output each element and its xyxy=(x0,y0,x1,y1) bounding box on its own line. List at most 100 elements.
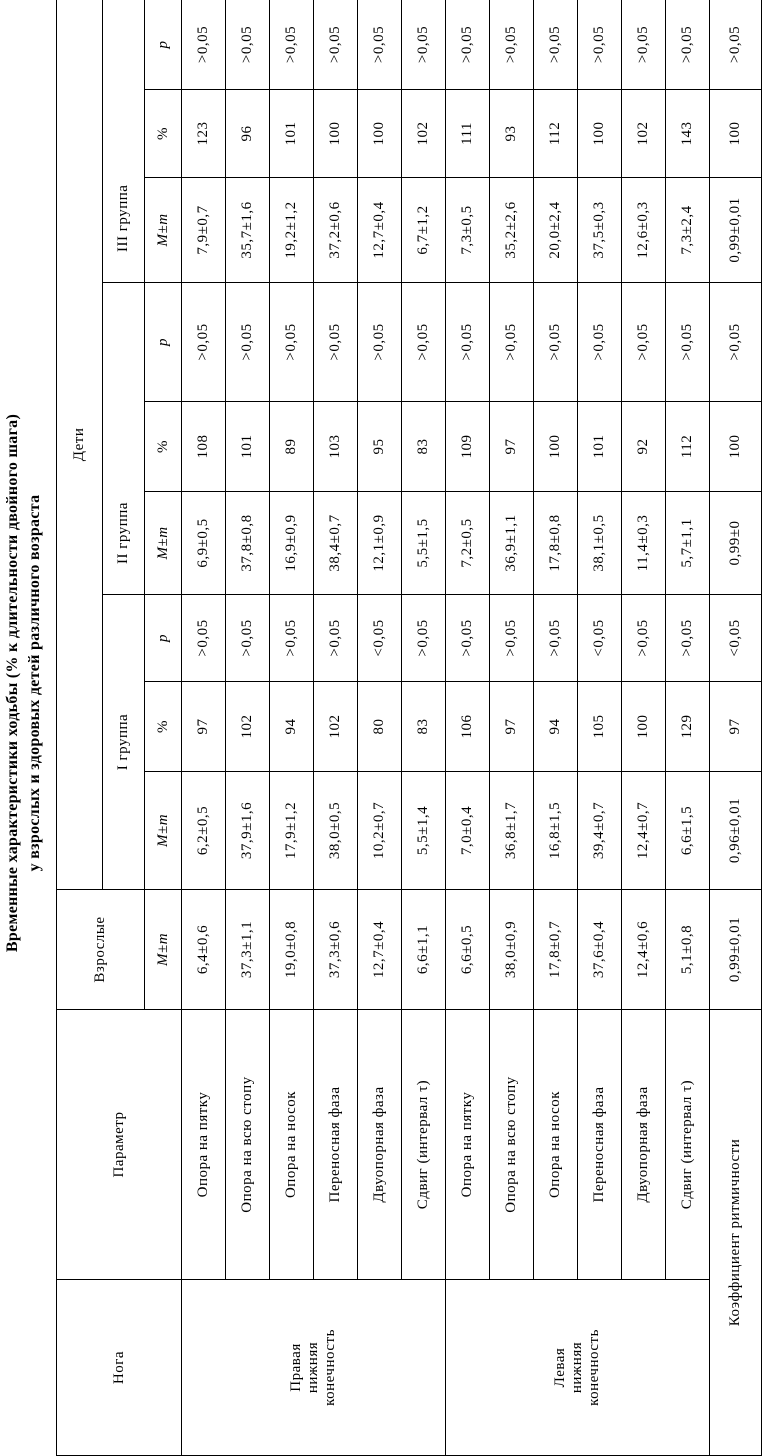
g1-p-cell: >0,05 xyxy=(181,594,226,682)
title-line-1: Временные характеристики ходьбы (% к дли… xyxy=(4,413,21,953)
g2-percent-cell: 92 xyxy=(621,401,666,492)
parameter-cell: Двуопорная фаза xyxy=(357,1009,402,1280)
g3-p-cell: >0,05 xyxy=(181,0,226,90)
g2-percent-cell: 95 xyxy=(357,401,402,492)
gait-table: Нога Параметр Взрослые Дети I группа II … xyxy=(56,0,762,1456)
header-row-1: Нога Параметр Взрослые Дети xyxy=(56,0,182,1456)
g1-p-cell: >0,05 xyxy=(269,594,314,682)
g1-p-cell: >0,05 xyxy=(489,594,534,682)
g3-percent-cell: 100 xyxy=(357,89,402,178)
g2-mean-cell: 11,4±0,3 xyxy=(621,491,666,595)
header-mean: M±m xyxy=(144,889,182,1010)
g3-p-cell: >0,05 xyxy=(313,0,358,90)
table-row: Коэффициент ритмичности 0,99±0,01 0,96±0,0… xyxy=(709,0,762,1456)
g2-mean-cell: 5,7±1,1 xyxy=(665,491,710,595)
g3-percent-cell: 93 xyxy=(489,89,534,178)
g3-p-cell: >0,05 xyxy=(225,0,270,90)
header-children: Дети xyxy=(56,0,103,890)
header-percent: % xyxy=(144,401,182,492)
g3-percent-cell: 101 xyxy=(269,89,314,178)
header-group-2: II группа xyxy=(102,282,145,595)
g1-percent-cell: 102 xyxy=(225,681,270,772)
g3-p-cell: >0,05 xyxy=(445,0,490,90)
g2-mean-cell: 5,5±1,5 xyxy=(401,491,446,595)
adult-mean-cell: 12,4±0,6 xyxy=(621,889,666,1010)
adult-mean-cell: 38,0±0,9 xyxy=(489,889,534,1010)
g1-p-cell: >0,05 xyxy=(665,594,710,682)
g1-mean-cell: 6,6±1,5 xyxy=(665,771,710,890)
g3-mean-cell: 35,7±1,6 xyxy=(225,177,270,283)
g3-p-cell: >0,05 xyxy=(269,0,314,90)
g1-p-cell: >0,05 xyxy=(401,594,446,682)
parameter-cell: Сдвиг (интервал τ) xyxy=(401,1009,446,1280)
adult-mean-cell: 17,8±0,7 xyxy=(533,889,578,1010)
g2-mean-cell: 16,9±0,9 xyxy=(269,491,314,595)
leg-cell: Правая нижняя конечность xyxy=(181,1279,446,1456)
g1-mean-cell: 17,9±1,2 xyxy=(269,771,314,890)
g1-mean-cell: 0,96±0,01 xyxy=(709,771,762,890)
header-group-1: I группа xyxy=(102,594,145,890)
parameter-cell: Опора на пятку xyxy=(181,1009,226,1280)
g1-mean-cell: 37,9±1,6 xyxy=(225,771,270,890)
table-row: Переносная фаза 37,6±0,4 39,4±0,7 105 <0,05 3… xyxy=(577,0,622,1456)
g3-mean-cell: 6,7±1,2 xyxy=(401,177,446,283)
table-row: Переносная фаза 37,3±0,6 38,0±0,5 102 >0,05 3… xyxy=(313,0,358,1456)
header-mean: M±m xyxy=(144,771,182,890)
g3-percent-cell: 111 xyxy=(445,89,490,178)
table-row: Сдвиг (интервал τ) 5,1±0,8 6,6±1,5 129 >0,05… xyxy=(665,0,710,1456)
g3-mean-cell: 7,3±0,5 xyxy=(445,177,490,283)
g1-percent-cell: 83 xyxy=(401,681,446,772)
g3-p-cell: >0,05 xyxy=(489,0,534,90)
table-row: Опора на всю стопу 38,0±0,9 36,8±1,7 97 >0,0… xyxy=(489,0,534,1456)
g2-mean-cell: 0,99±0 xyxy=(709,491,762,595)
header-mean: M±m xyxy=(144,491,182,595)
g1-percent-cell: 97 xyxy=(489,681,534,772)
g2-p-cell: >0,05 xyxy=(357,282,402,402)
header-adults: Взрослые xyxy=(56,889,145,1010)
g1-percent-cell: 106 xyxy=(445,681,490,772)
g2-p-cell: >0,05 xyxy=(225,282,270,402)
g2-p-cell: >0,05 xyxy=(621,282,666,402)
adult-mean-cell: 37,3±0,6 xyxy=(313,889,358,1010)
g1-p-cell: <0,05 xyxy=(577,594,622,682)
table-row: Сдвиг (интервал τ) 6,6±1,1 5,5±1,4 83 >0,05 5… xyxy=(401,0,446,1456)
header-mean: M±m xyxy=(144,177,182,283)
g3-percent-cell: 100 xyxy=(577,89,622,178)
adult-mean-cell: 37,6±0,4 xyxy=(577,889,622,1010)
g3-percent-cell: 102 xyxy=(401,89,446,178)
g2-percent-cell: 101 xyxy=(577,401,622,492)
g1-percent-cell: 97 xyxy=(709,681,762,772)
g2-percent-cell: 108 xyxy=(181,401,226,492)
g3-mean-cell: 37,5±0,3 xyxy=(577,177,622,283)
g2-percent-cell: 100 xyxy=(709,401,762,492)
g1-p-cell: >0,05 xyxy=(225,594,270,682)
adult-mean-cell: 12,7±0,4 xyxy=(357,889,402,1010)
parameter-cell: Двуопорная фаза xyxy=(621,1009,666,1280)
g2-mean-cell: 38,4±0,7 xyxy=(313,491,358,595)
leg-cell: Левая нижняя конечность xyxy=(445,1279,710,1456)
adult-mean-cell: 6,6±0,5 xyxy=(445,889,490,1010)
g2-p-cell: >0,05 xyxy=(665,282,710,402)
parameter-cell: Опора на всю стопу xyxy=(489,1009,534,1280)
g3-percent-cell: 96 xyxy=(225,89,270,178)
adult-mean-cell: 37,3±1,1 xyxy=(225,889,270,1010)
g2-p-cell: >0,05 xyxy=(489,282,534,402)
g3-percent-cell: 123 xyxy=(181,89,226,178)
parameter-cell: Переносная фаза xyxy=(313,1009,358,1280)
g3-mean-cell: 12,7±0,4 xyxy=(357,177,402,283)
g1-mean-cell: 38,0±0,5 xyxy=(313,771,358,890)
g3-p-cell: >0,05 xyxy=(357,0,402,90)
g3-mean-cell: 19,2±1,2 xyxy=(269,177,314,283)
g1-mean-cell: 5,5±1,4 xyxy=(401,771,446,890)
header-p: p xyxy=(144,282,182,402)
g1-p-cell: <0,05 xyxy=(357,594,402,682)
g2-percent-cell: 101 xyxy=(225,401,270,492)
g1-mean-cell: 36,8±1,7 xyxy=(489,771,534,890)
g1-percent-cell: 80 xyxy=(357,681,402,772)
g1-p-cell: <0,05 xyxy=(709,594,762,682)
g2-p-cell: >0,05 xyxy=(181,282,226,402)
adult-mean-cell: 6,4±0,6 xyxy=(181,889,226,1010)
g1-p-cell: >0,05 xyxy=(313,594,358,682)
g2-p-cell: >0,05 xyxy=(533,282,578,402)
g2-mean-cell: 7,2±0,5 xyxy=(445,491,490,595)
